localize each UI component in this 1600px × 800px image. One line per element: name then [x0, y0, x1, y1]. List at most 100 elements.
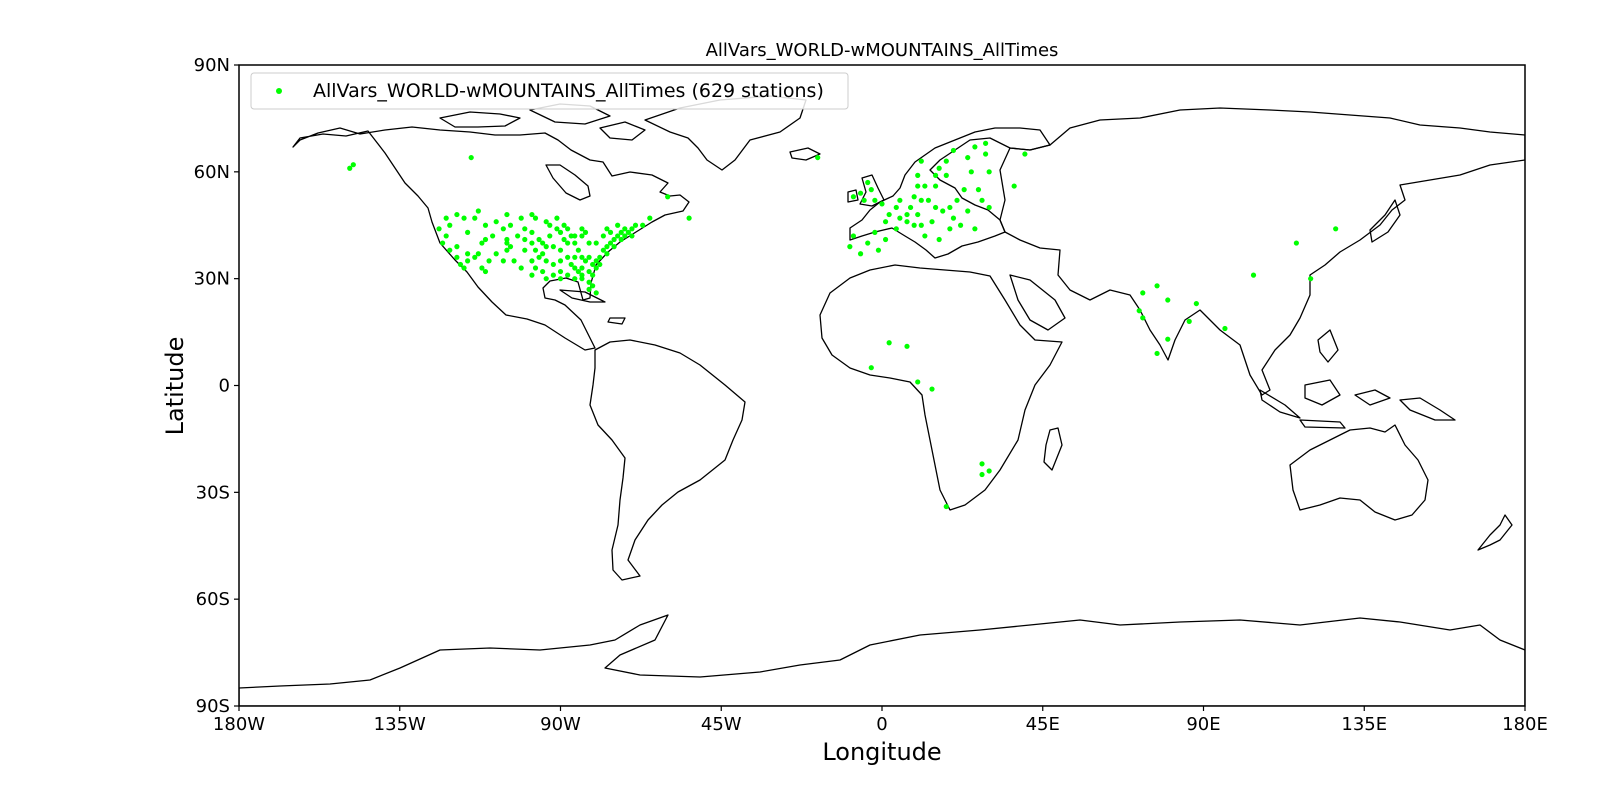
station-point: [947, 226, 953, 232]
station-point: [1165, 336, 1171, 342]
station-point: [443, 233, 449, 239]
station-point: [557, 247, 564, 253]
station-point: [915, 172, 921, 178]
station-point: [1154, 283, 1160, 289]
station-point: [350, 162, 356, 168]
station-point: [454, 254, 460, 260]
station-point: [907, 204, 914, 211]
station-point: [550, 272, 556, 278]
station-point: [1193, 300, 1199, 307]
station-point: [918, 197, 924, 203]
station-point: [557, 229, 564, 235]
station-point: [665, 194, 671, 200]
station-point: [482, 236, 489, 243]
station-point: [529, 272, 535, 278]
station-point: [500, 258, 506, 264]
station-point: [597, 261, 603, 268]
station-point: [586, 240, 592, 246]
station-point: [522, 236, 528, 243]
station-point: [565, 272, 571, 278]
x-tick-label: 180E: [1502, 714, 1548, 735]
station-point: [590, 261, 596, 268]
station-point: [918, 158, 924, 164]
station-point: [882, 236, 889, 243]
station-point: [1333, 226, 1339, 232]
legend-box: [250, 72, 849, 110]
station-point: [815, 154, 821, 161]
station-point: [475, 208, 481, 214]
station-point: [915, 183, 921, 189]
coastlines: [239, 95, 1525, 706]
station-point: [865, 240, 871, 246]
station-point: [579, 265, 585, 271]
station-point: [536, 236, 542, 243]
legend-marker: [276, 88, 282, 94]
station-point: [1222, 325, 1228, 332]
coast-hudson-bay: [545, 164, 591, 201]
station-point: [550, 244, 556, 250]
station-point: [982, 140, 989, 146]
station-point: [447, 247, 453, 253]
coast-new-zealand: [1477, 514, 1513, 551]
y-axis-title: Latitude: [161, 337, 189, 436]
station-point: [879, 201, 885, 207]
coast-arabia: [1009, 274, 1066, 331]
station-point: [568, 233, 574, 239]
station-point: [629, 226, 635, 232]
station-point: [500, 226, 506, 232]
station-point: [950, 215, 957, 221]
station-point: [604, 244, 610, 250]
station-point: [629, 233, 635, 239]
station-point: [590, 283, 596, 289]
station-point: [529, 229, 535, 235]
station-point: [579, 272, 585, 278]
coast-antarctica: [239, 614, 1525, 706]
station-point: [915, 379, 921, 385]
station-point: [557, 258, 564, 264]
station-point: [511, 258, 517, 264]
station-point: [582, 258, 589, 264]
coast-iceland: [789, 147, 821, 161]
station-point: [607, 240, 614, 246]
station-point: [1165, 297, 1171, 303]
coast-madagascar: [1043, 427, 1063, 471]
station-point: [972, 226, 978, 232]
station-point: [482, 268, 489, 275]
station-point: [979, 461, 985, 467]
station-point: [615, 233, 621, 239]
station-point: [875, 247, 882, 253]
station-point: [893, 204, 899, 211]
station-point: [647, 215, 653, 221]
y-tick-label: 30S: [196, 482, 230, 503]
coast-asia: [999, 107, 1525, 396]
y-tick-label: 0: [219, 376, 230, 397]
chart-title: AllVars_WORLD-wMOUNTAINS_AllTimes: [706, 40, 1059, 61]
station-point: [586, 268, 592, 275]
x-tick-label: 90W: [540, 714, 581, 735]
station-point: [579, 233, 585, 239]
station-point: [932, 172, 939, 178]
station-point: [482, 222, 489, 228]
station-point: [947, 204, 953, 211]
station-point: [943, 172, 949, 178]
station-point: [572, 265, 578, 271]
coast-europe: [849, 127, 1051, 259]
coast-britain: [847, 174, 885, 207]
station-point: [461, 265, 467, 271]
station-point: [1250, 272, 1257, 278]
plot-frame: [238, 64, 1526, 707]
station-point: [922, 183, 928, 189]
station-point: [543, 219, 549, 225]
station-point: [1186, 318, 1192, 324]
station-point: [554, 215, 560, 221]
station-point: [457, 261, 464, 268]
y-tick-label: 60N: [194, 162, 230, 183]
station-point: [479, 240, 485, 246]
station-point: [518, 265, 524, 271]
station-point: [561, 236, 567, 243]
coast-australia: [1289, 424, 1429, 521]
station-point: [979, 197, 985, 203]
station-point: [550, 261, 556, 268]
station-point: [572, 276, 578, 282]
